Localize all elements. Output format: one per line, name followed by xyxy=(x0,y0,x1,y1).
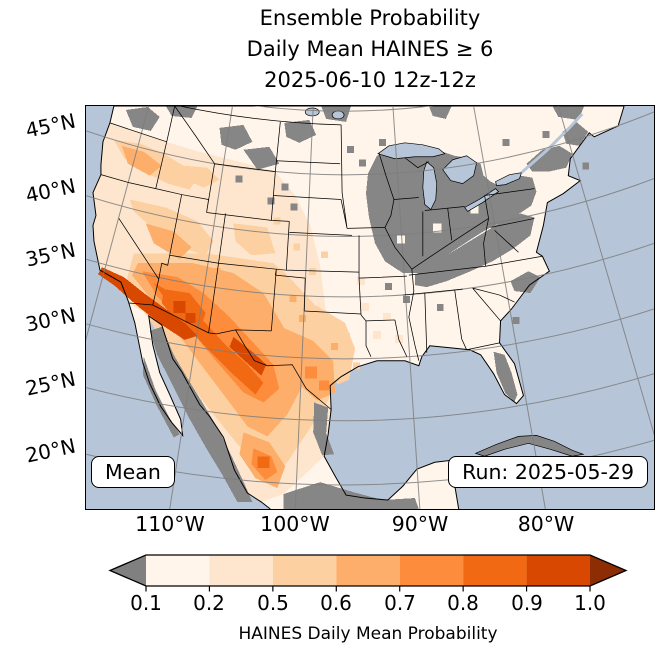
colorbar-segment-4 xyxy=(336,555,400,586)
meridian-110w xyxy=(169,106,233,509)
colorbar xyxy=(108,554,628,592)
lake-canada-2 xyxy=(331,110,345,120)
lat-label-30n: 30°N xyxy=(23,302,78,337)
chart-title: Ensemble Probability Daily Mean HAINES ≥… xyxy=(85,3,655,96)
lon-label-90w: 90°W xyxy=(391,512,449,536)
colorbar-segment-1 xyxy=(146,555,210,586)
coastline xyxy=(92,106,625,509)
meridian-70w xyxy=(557,106,654,436)
colorbar-segment-5 xyxy=(399,555,464,586)
title-line-1: Ensemble Probability xyxy=(259,6,481,30)
colorbar-segment-3 xyxy=(272,555,337,586)
lake-ontario xyxy=(495,172,522,186)
colorbar-segment-6 xyxy=(463,555,527,586)
lat-label-20n: 20°N xyxy=(23,433,78,468)
parallel-45n xyxy=(86,111,654,176)
lon-label-80w: 80°W xyxy=(517,512,575,536)
colorbar-tick-1.0: 1.0 xyxy=(574,591,606,615)
lon-label-110w: 110°W xyxy=(135,512,205,536)
colorbar-label: HAINES Daily Mean Probability xyxy=(238,624,498,644)
masked-gray-regions xyxy=(125,106,590,509)
colorbar-tick-0.6: 0.6 xyxy=(320,591,352,615)
gray-region-holes xyxy=(396,205,479,244)
colorbar-tick-0.5: 0.5 xyxy=(257,591,289,615)
colorbar-under-arrow xyxy=(110,555,146,586)
parallel-40n xyxy=(86,178,654,237)
lake-erie xyxy=(464,188,500,212)
lake-canada-1 xyxy=(304,107,320,117)
title-line-3: 2025-06-10 12z-12z xyxy=(264,68,476,92)
mean-annotation-box: Mean xyxy=(91,456,175,488)
colorbar-tick-0.2: 0.2 xyxy=(193,591,225,615)
run-annotation-box: Run: 2025-05-29 xyxy=(448,456,648,488)
colorbar-over-arrow xyxy=(590,555,626,586)
meridian-90w xyxy=(392,106,421,509)
colorbar-tick-0.9: 0.9 xyxy=(511,591,543,615)
st-lawrence-river xyxy=(520,112,584,174)
meridian-80w xyxy=(473,106,546,509)
parallel-25n xyxy=(86,373,654,422)
meridian-120w xyxy=(86,106,150,341)
lake-huron xyxy=(442,155,478,184)
colorbar-segment-7 xyxy=(526,555,590,586)
map-frame xyxy=(85,105,655,510)
parallel-50n xyxy=(253,106,434,112)
colorbar-segment-2 xyxy=(209,555,273,586)
lat-label-40n: 40°N xyxy=(23,173,78,208)
lake-michigan xyxy=(422,161,438,211)
state-borders xyxy=(100,106,543,410)
colorbar-tick-marks xyxy=(145,586,591,592)
lat-label-25n: 25°N xyxy=(23,366,78,401)
graticule xyxy=(86,106,654,509)
lat-label-35n: 35°N xyxy=(23,237,78,272)
cuba xyxy=(474,435,585,457)
title-line-2: Daily Mean HAINES ≥ 6 xyxy=(246,37,494,61)
lat-label-45n: 45°N xyxy=(23,108,78,143)
colorbar-tick-0.8: 0.8 xyxy=(447,591,479,615)
colorbar-tick-0.7: 0.7 xyxy=(384,591,416,615)
parallel-30n xyxy=(86,308,654,360)
lakes xyxy=(304,107,584,212)
map-canvas xyxy=(86,106,654,509)
lon-label-100w: 100°W xyxy=(260,512,330,536)
parallel-35n xyxy=(86,242,654,298)
colorbar-tick-0.1: 0.1 xyxy=(130,591,162,615)
